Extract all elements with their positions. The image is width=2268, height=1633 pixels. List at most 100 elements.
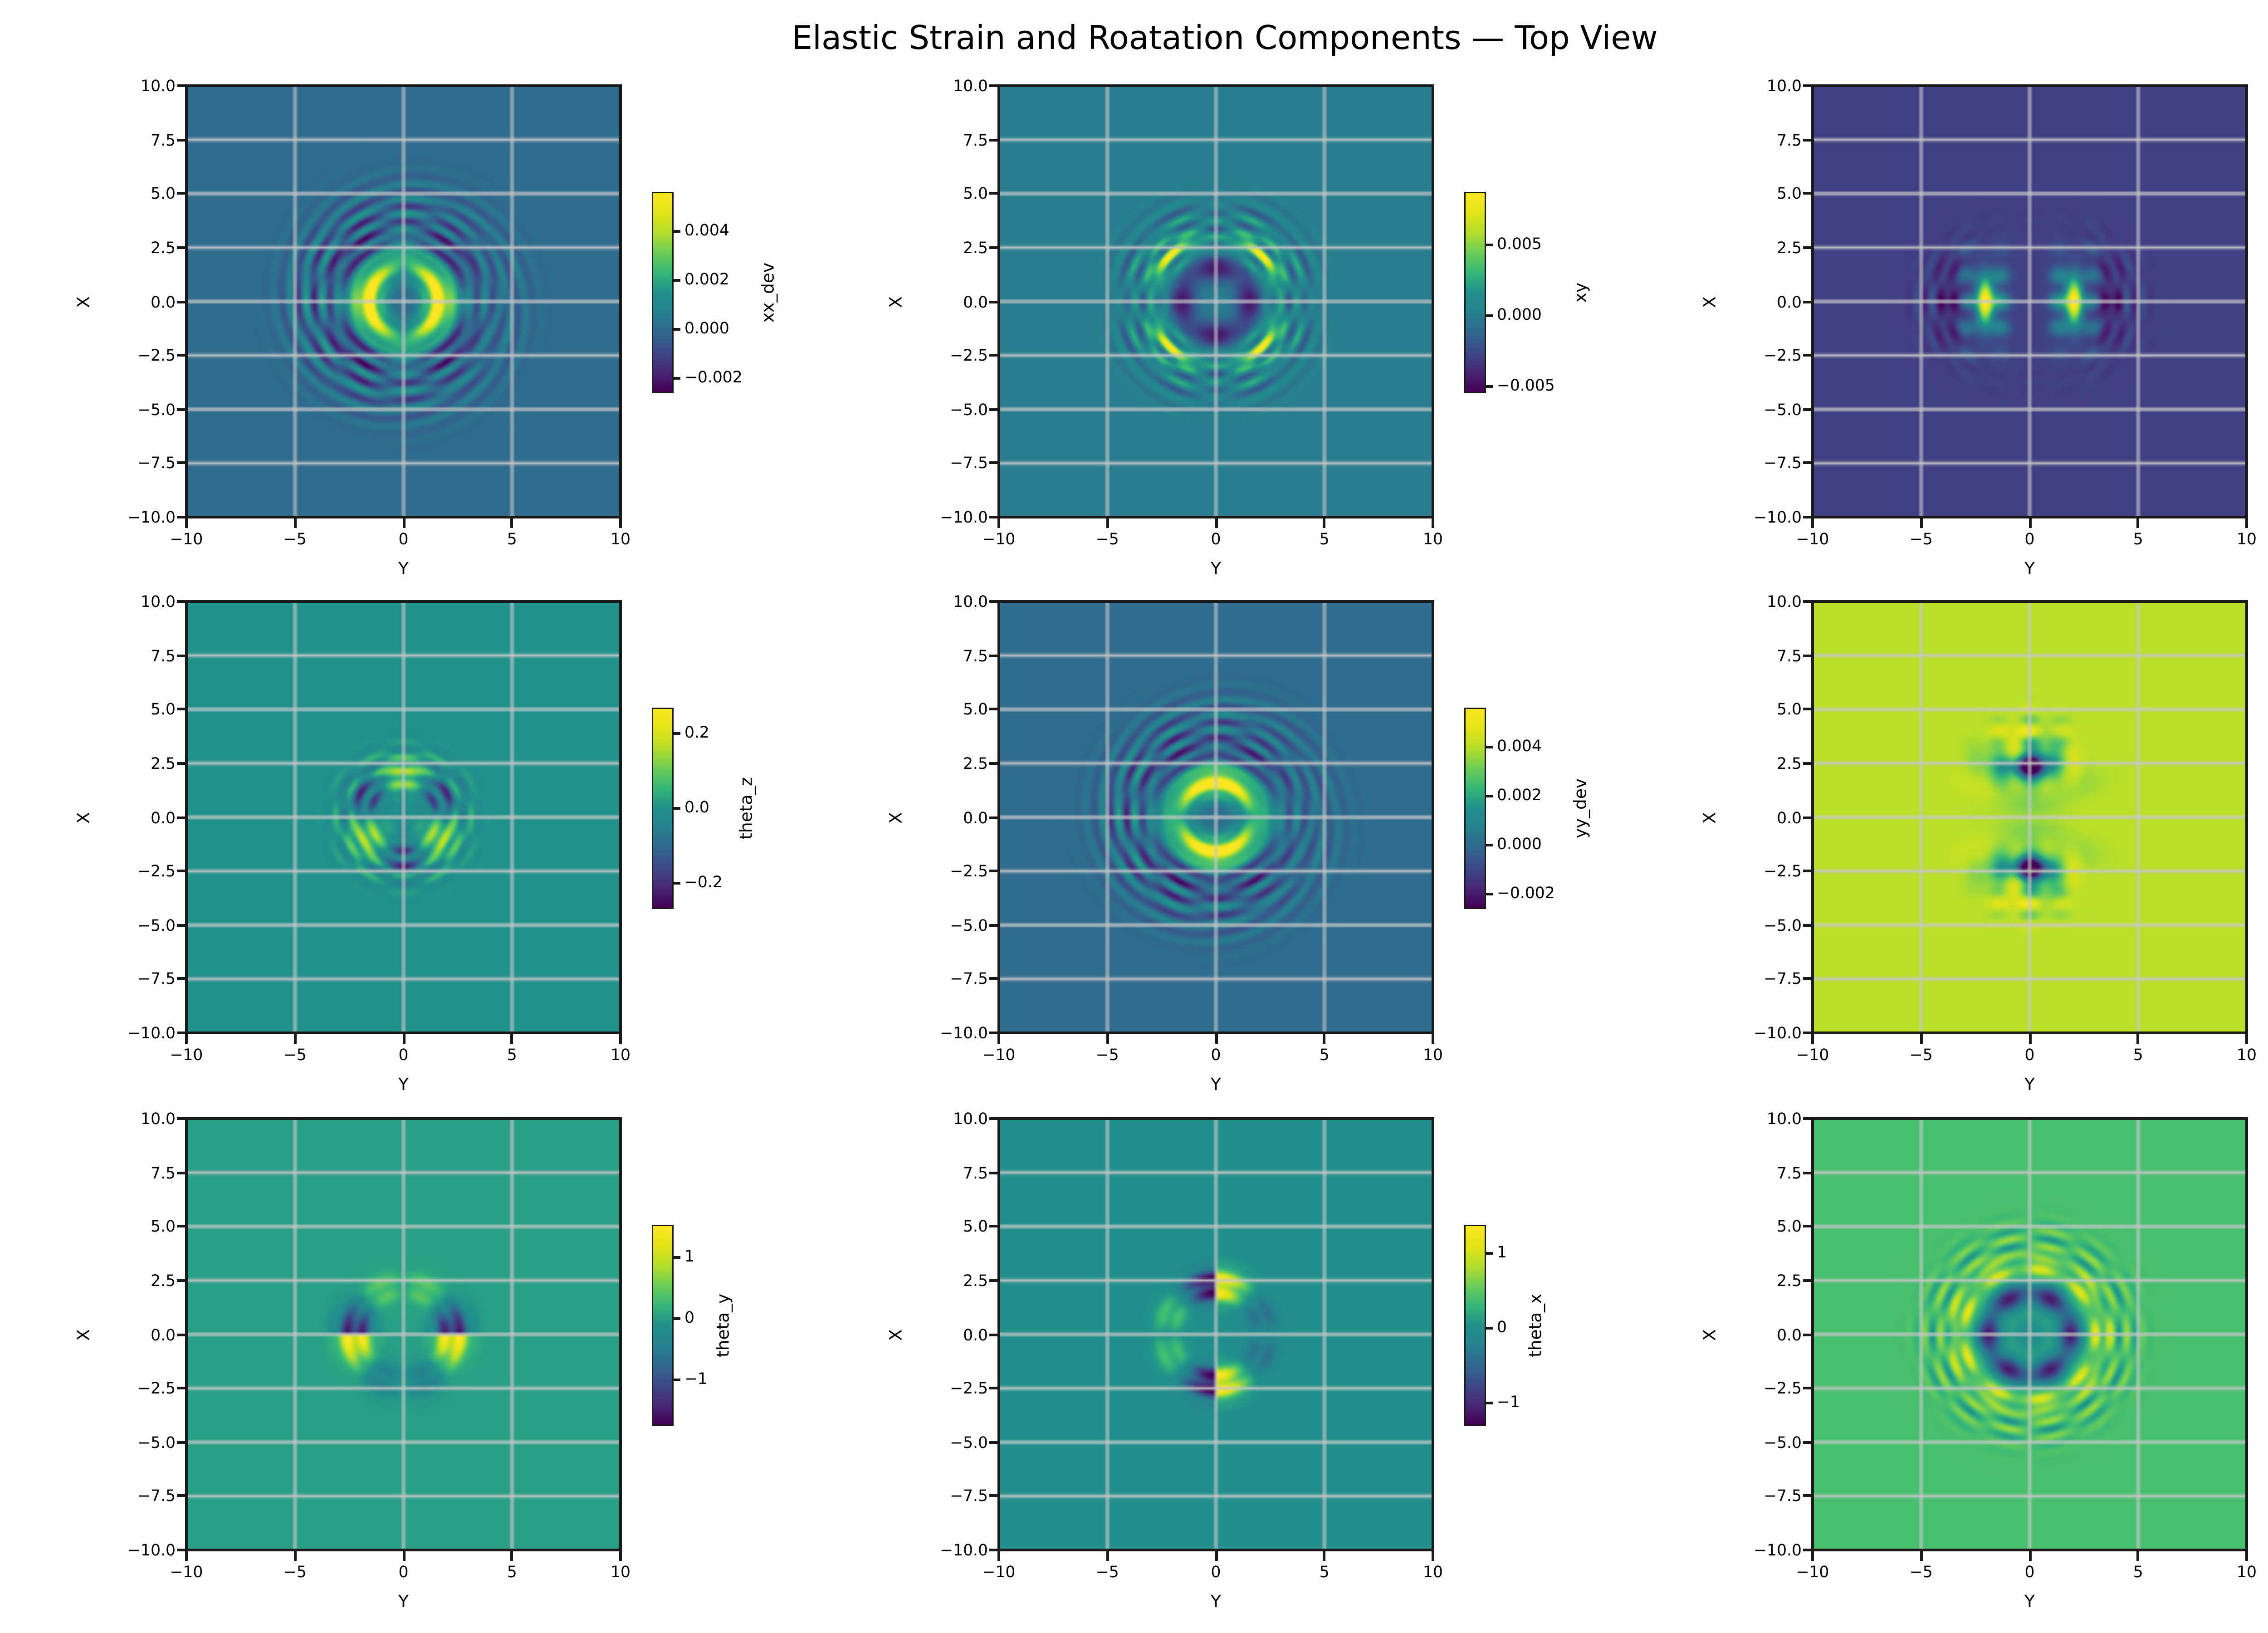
y-tick-label: −5.0 xyxy=(1764,915,1802,935)
x-tick-label: −10 xyxy=(1796,529,1829,548)
y-tick-label: 2.5 xyxy=(963,753,988,773)
colorbar-label-theta_y: theta_y xyxy=(713,1293,733,1358)
y-tick-mark xyxy=(1803,516,1813,518)
y-tick-mark xyxy=(989,300,999,303)
colorbar-tick-mark xyxy=(674,1255,680,1258)
y-tick-label: 7.5 xyxy=(1777,645,1802,665)
x-tick-label: 5 xyxy=(1319,1045,1330,1064)
colorbar-tick-label: −1 xyxy=(684,1369,708,1389)
y-tick-mark xyxy=(989,192,999,195)
y-tick-label: 7.5 xyxy=(151,645,176,665)
y-tick-label: −7.5 xyxy=(950,969,988,989)
x-tick-mark xyxy=(1323,1034,1326,1044)
y-tick-mark xyxy=(177,1495,186,1498)
x-tick-label: −5 xyxy=(1909,529,1933,548)
colorbar-tick-label: 0.004 xyxy=(684,220,729,240)
y-tick-label: 0.0 xyxy=(151,1325,176,1344)
x-tick-label: −5 xyxy=(1909,1562,1933,1581)
y-tick-label: 7.5 xyxy=(1777,1163,1802,1182)
colorbar-tick-mark xyxy=(1486,794,1493,797)
y-tick-mark xyxy=(1803,138,1813,141)
y-tick-label: 0.0 xyxy=(963,292,988,311)
y-tick-label: −10.0 xyxy=(940,1023,988,1042)
colorbar-tick-mark xyxy=(1486,314,1493,318)
x-tick-mark xyxy=(1106,1551,1109,1561)
x-tick-mark xyxy=(402,518,405,528)
x-tick-mark xyxy=(2136,518,2140,528)
y-tick-mark xyxy=(177,1549,186,1551)
y-tick-label: 2.5 xyxy=(963,1271,988,1290)
colorbar-tick-label: 0.000 xyxy=(1497,834,1542,854)
x-tick-label: 0 xyxy=(2024,1045,2035,1064)
colorbar-gradient-yy_dev xyxy=(1466,709,1485,908)
y-tick-label: 7.5 xyxy=(963,130,988,149)
x-tick-mark xyxy=(1214,1034,1217,1044)
y-tick-mark xyxy=(989,654,999,657)
y-tick-label: −10.0 xyxy=(127,1023,176,1042)
y-tick-mark xyxy=(1803,408,1813,411)
y-tick-label: −10.0 xyxy=(1754,1540,1802,1560)
y-tick-mark xyxy=(177,1225,186,1228)
y-tick-mark xyxy=(1803,84,1813,87)
x-tick-label: 0 xyxy=(398,529,409,548)
y-tick-label: 0.0 xyxy=(151,807,176,827)
x-tick-label: 5 xyxy=(2133,529,2143,548)
y-tick-mark xyxy=(1803,1441,1813,1444)
y-tick-label: −10.0 xyxy=(127,508,176,527)
colorbar-gradient-theta_x xyxy=(1466,1226,1485,1425)
heatmap-canvas-theta_x xyxy=(999,1119,1433,1550)
y-tick-mark xyxy=(989,1279,999,1282)
x-tick-mark xyxy=(1920,1034,1923,1044)
x-axis-label: Y xyxy=(1211,1591,1221,1611)
x-tick-mark xyxy=(619,1034,622,1044)
y-tick-mark xyxy=(177,1171,186,1174)
y-tick-label: 2.5 xyxy=(963,238,988,257)
colorbar-tick-mark xyxy=(674,230,680,233)
plot-area-theta_x xyxy=(997,1117,1434,1551)
x-tick-mark xyxy=(510,518,513,528)
x-tick-mark xyxy=(510,1551,513,1561)
y-tick-label: −5.0 xyxy=(1764,1433,1802,1452)
y-tick-mark xyxy=(177,246,186,249)
colorbar-tick-label: 0 xyxy=(1497,1317,1507,1336)
y-tick-label: −2.5 xyxy=(137,346,176,365)
y-tick-mark xyxy=(177,1441,186,1444)
y-axis-label: X xyxy=(73,1328,93,1340)
x-tick-label: −5 xyxy=(1095,1045,1119,1064)
plot-area-xz xyxy=(1811,84,2248,518)
colorbar-label-yy_dev: yy_dev xyxy=(1570,778,1591,839)
y-tick-mark xyxy=(1803,1279,1813,1282)
y-tick-mark xyxy=(177,924,186,927)
x-tick-label: 5 xyxy=(507,1045,517,1064)
y-tick-mark xyxy=(177,300,186,303)
colorbar-tick-mark xyxy=(674,279,680,282)
colorbar-tick-mark xyxy=(1486,1251,1493,1254)
x-axis-label: Y xyxy=(2024,1591,2035,1611)
heatmap-canvas-xx_dev xyxy=(186,86,621,517)
y-tick-mark xyxy=(989,1495,999,1498)
y-tick-label: 0.0 xyxy=(1777,1325,1802,1344)
y-tick-label: −5.0 xyxy=(137,400,176,419)
y-tick-label: −2.5 xyxy=(1764,346,1802,365)
y-tick-label: 10.0 xyxy=(141,592,176,611)
x-tick-mark xyxy=(1920,518,1923,528)
y-tick-label: −5.0 xyxy=(950,1433,988,1452)
x-tick-label: 5 xyxy=(507,529,517,548)
x-tick-mark xyxy=(997,1551,1000,1561)
x-axis-label: Y xyxy=(2024,1074,2035,1094)
x-tick-mark xyxy=(1811,1034,1814,1044)
y-tick-label: 10.0 xyxy=(141,1109,176,1128)
y-tick-mark xyxy=(989,816,999,819)
y-tick-label: −7.5 xyxy=(137,1486,176,1506)
y-tick-mark xyxy=(177,1032,186,1034)
x-tick-mark xyxy=(185,1034,188,1044)
x-tick-label: 0 xyxy=(2024,1562,2035,1581)
plot-area-xy xyxy=(997,84,1434,518)
y-tick-mark xyxy=(177,462,186,465)
x-tick-label: 5 xyxy=(2133,1045,2143,1064)
y-tick-label: −7.5 xyxy=(950,454,988,473)
x-tick-mark xyxy=(293,1034,297,1044)
colorbar-label-xx_dev: xx_dev xyxy=(758,262,778,323)
colorbar-theta_z xyxy=(652,708,674,909)
